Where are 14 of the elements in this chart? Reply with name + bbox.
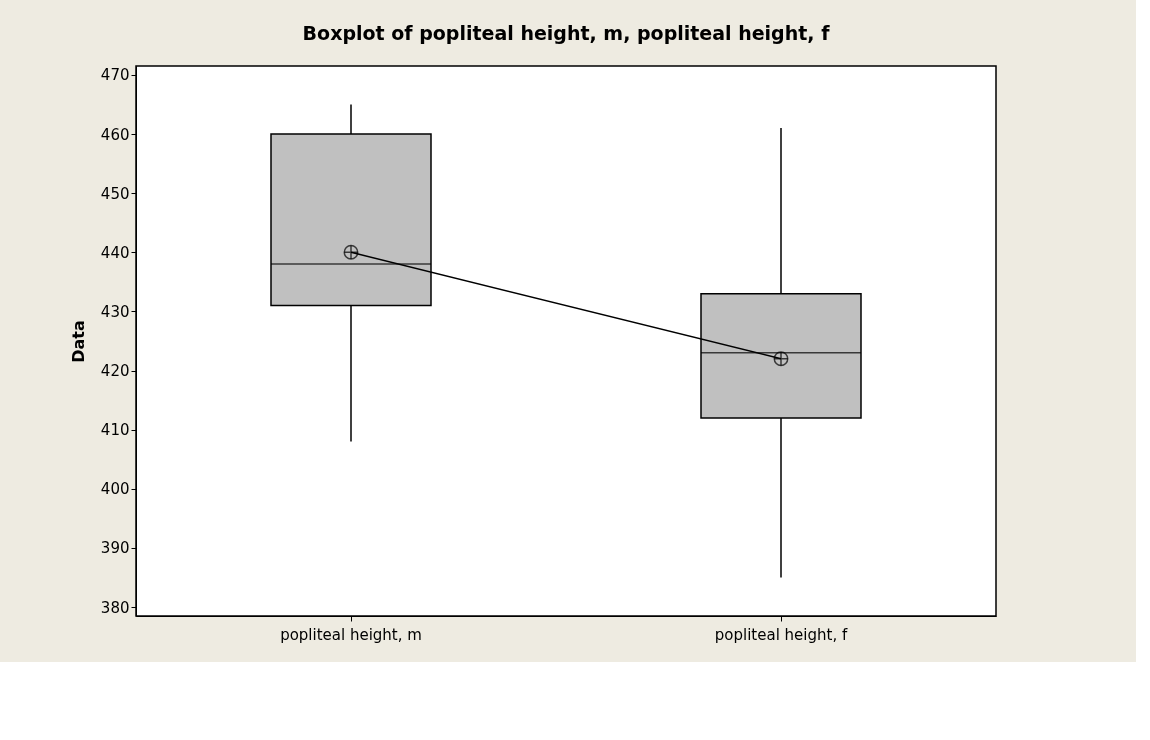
y-tick-label: 380 bbox=[100, 598, 130, 617]
y-tick-label: 400 bbox=[100, 480, 130, 499]
y-tick-label: 390 bbox=[100, 539, 130, 558]
y-tick-label: 410 bbox=[100, 421, 130, 440]
y-tick-label: 430 bbox=[100, 302, 130, 321]
chart-title: Boxplot of popliteal height, m, popliteal height, f bbox=[302, 22, 831, 44]
y-axis-title: Data bbox=[68, 320, 88, 363]
y-tick-label: 420 bbox=[100, 362, 130, 381]
y-tick-label: 470 bbox=[100, 66, 130, 85]
y-tick-label: 450 bbox=[100, 184, 130, 203]
x-tick-label: popliteal height, f bbox=[714, 625, 848, 644]
x-tick-label: popliteal height, m bbox=[280, 625, 422, 644]
y-tick-label: 440 bbox=[100, 243, 130, 262]
y-tick-label: 460 bbox=[100, 125, 130, 144]
